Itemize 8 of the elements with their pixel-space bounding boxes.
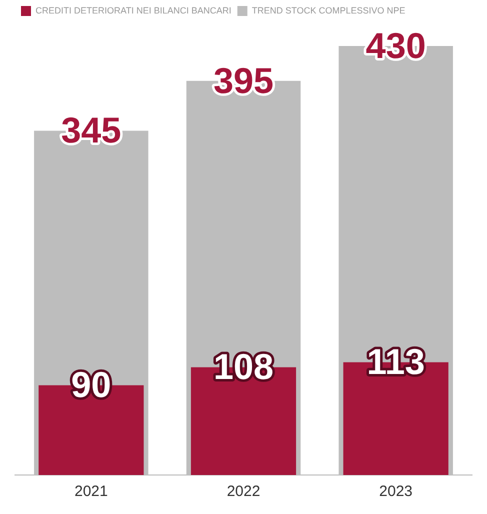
legend-label: TREND STOCK COMPLESSIVO NPE	[252, 5, 406, 16]
data-label: 345	[61, 110, 122, 151]
x-tick-label: 2021	[74, 483, 108, 500]
data-label: 395	[213, 60, 274, 101]
legend-label: CREDITI DETERIORATI NEI BILANCI BANCARI	[36, 5, 232, 16]
data-label: 430	[366, 24, 426, 66]
x-tick-label: 2023	[379, 483, 413, 500]
x-tick-label: 2022	[226, 483, 260, 500]
